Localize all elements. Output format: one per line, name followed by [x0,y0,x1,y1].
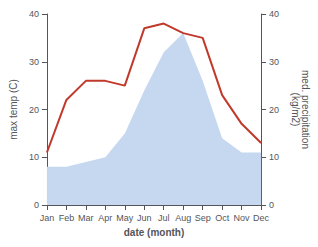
svg-text:0: 0 [34,200,39,210]
svg-text:Sep: Sep [195,213,211,223]
svg-text:20: 20 [29,105,39,115]
svg-text:Feb: Feb [59,213,75,223]
svg-text:40: 40 [269,9,279,19]
svg-text:max temp (C): max temp (C) [8,79,19,140]
svg-text:Oct: Oct [215,213,230,223]
svg-text:Jul: Jul [158,213,170,223]
svg-text:40: 40 [29,9,39,19]
svg-text:20: 20 [269,105,279,115]
svg-text:Jun: Jun [137,213,152,223]
svg-text:date (month): date (month) [124,227,185,238]
svg-text:med. precipitation: med. precipitation [299,70,311,149]
svg-text:(kg/m2): (kg/m2) [290,93,301,127]
svg-text:Nov: Nov [234,213,251,223]
svg-text:10: 10 [29,152,39,162]
svg-text:Aug: Aug [175,213,191,223]
svg-text:Jan: Jan [40,213,55,223]
svg-text:0: 0 [269,200,274,210]
svg-text:30: 30 [29,57,39,67]
svg-text:Mar: Mar [78,213,94,223]
svg-text:Dec: Dec [253,213,270,223]
svg-text:May: May [116,213,134,223]
svg-text:10: 10 [269,152,279,162]
svg-text:30: 30 [269,57,279,67]
svg-text:Apr: Apr [98,213,112,223]
